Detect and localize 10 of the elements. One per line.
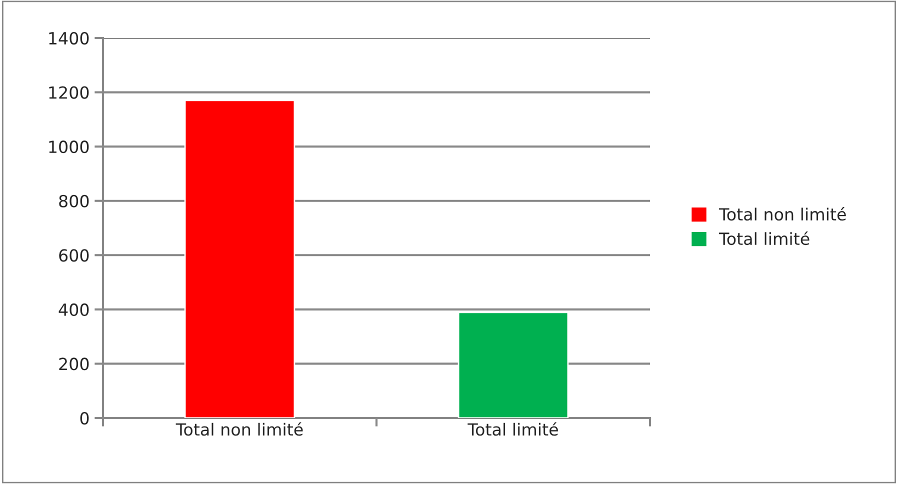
y-tick-label: 600 <box>59 249 89 262</box>
y-tick-label: 0 <box>80 412 89 425</box>
legend-label: Total non limité <box>718 207 846 221</box>
y-tick-label: 1000 <box>49 140 89 154</box>
y-tick-label: 200 <box>59 358 89 370</box>
y-tick-label: 1400 <box>49 32 89 45</box>
y-tick-label: 800 <box>59 194 89 208</box>
y-tick-label: 400 <box>58 303 89 316</box>
y-tick-label: 1200 <box>49 86 89 99</box>
legend-label: Total limité <box>718 232 810 246</box>
